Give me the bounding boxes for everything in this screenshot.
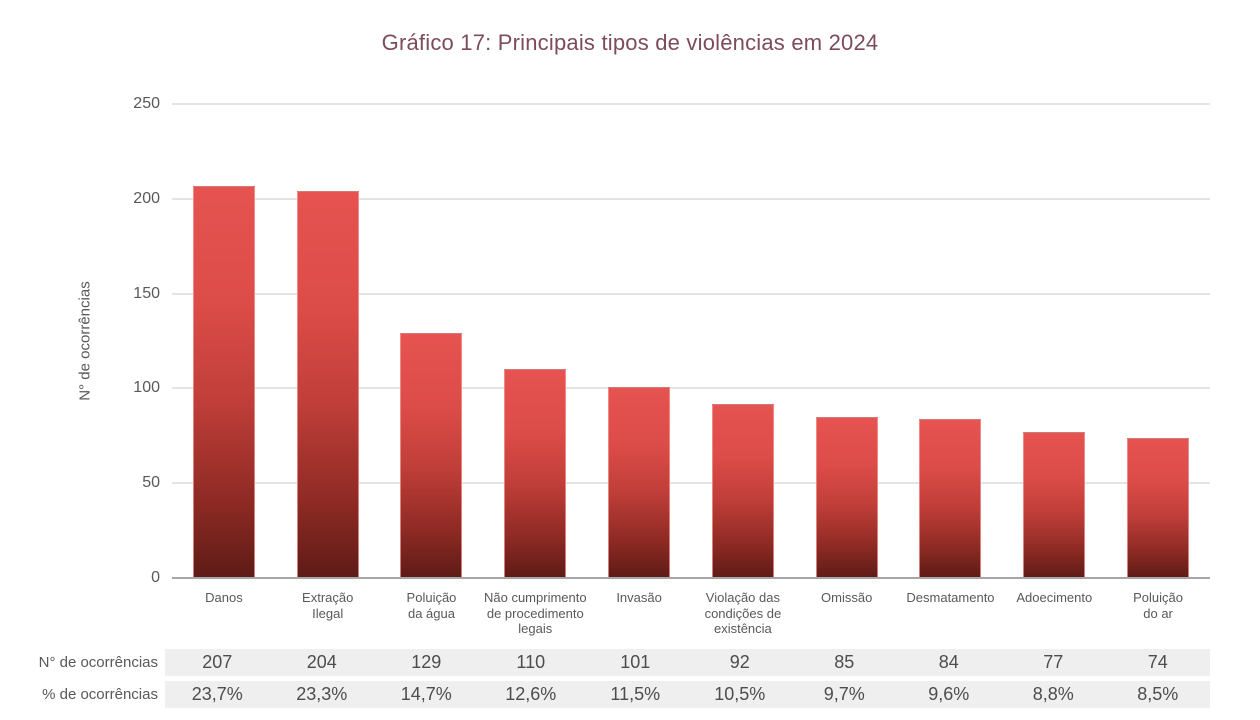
x-axis-line (172, 577, 1210, 579)
table-cell: 11,5% (610, 684, 661, 704)
gridline (172, 387, 1210, 390)
gridline (172, 482, 1210, 485)
bar-column (691, 104, 795, 578)
bar (296, 191, 359, 578)
table-cell: 8,5% (1137, 684, 1179, 704)
gridline (172, 292, 1210, 295)
y-tick-label: 100 (133, 379, 160, 397)
plot-area (172, 103, 1210, 579)
x-category-label: Poluição do ar (1133, 590, 1183, 621)
table-row-label-count: N° de ocorrências (38, 654, 158, 671)
table-cell: 207 (202, 652, 233, 672)
bar (192, 185, 255, 578)
bar-column (795, 104, 899, 578)
bar-column (899, 104, 1003, 578)
x-category-labels: Danos Extração Ilegal Poluição da água Não … (172, 590, 1210, 637)
y-tick-label: 0 (151, 569, 160, 586)
x-category-label: Extração Ilegal (302, 590, 354, 621)
table-cell: 92 (729, 652, 750, 672)
table-cell: 110 (516, 652, 546, 672)
table-cell: 85 (834, 652, 855, 672)
bars-container (172, 104, 1210, 578)
table-cell: 12,6% (505, 684, 557, 704)
bar (711, 403, 774, 578)
table-cell: 9,6% (928, 684, 970, 704)
bar (504, 369, 567, 578)
gridline (172, 197, 1210, 200)
x-category-label: Adoecimento (1016, 590, 1093, 605)
x-category-label: Não cumprimento de procedimento legais (483, 590, 587, 637)
table-row-label-percent: % de ocorrências (42, 686, 158, 703)
x-category-label: Omissão (821, 590, 873, 605)
table-cell: 77 (1043, 652, 1064, 672)
table-cell: 84 (938, 652, 959, 672)
table-cell: 204 (306, 652, 337, 672)
y-tick-label: 50 (142, 474, 160, 492)
bar-column (483, 104, 587, 578)
bar-column (1106, 104, 1210, 578)
bar (608, 386, 671, 578)
table-cell: 23,3% (296, 684, 348, 704)
table-cell: 101 (620, 652, 651, 672)
table-cell: 23,7% (191, 684, 243, 704)
bar-column (172, 104, 276, 578)
bar (1127, 437, 1190, 578)
bar (400, 333, 463, 578)
bar-column (1002, 104, 1106, 578)
y-tick-label: 250 (133, 95, 160, 112)
bar (1023, 432, 1086, 578)
table-cell: 14,7% (400, 684, 452, 704)
bar-column (587, 104, 691, 578)
bar-column (276, 104, 380, 578)
x-category-label: Invasão (616, 590, 662, 605)
table-cell: 8,8% (1032, 684, 1074, 704)
table-cell: 10,5% (714, 684, 766, 704)
y-tick-label: 150 (133, 284, 160, 302)
gridline (172, 103, 1210, 105)
y-tick-label: 200 (133, 189, 160, 207)
chart-title: Gráfico 17: Principais tipos de violênci… (381, 30, 879, 55)
table-row-count: 207 204 129 110 101 92 85 84 77 74 (165, 649, 1210, 676)
bar (919, 418, 982, 578)
x-category-label: Desmatamento (906, 590, 995, 605)
bar (815, 416, 878, 578)
table-cell: 9,7% (823, 684, 865, 704)
table-cell: 74 (1147, 652, 1168, 672)
x-category-label: Poluição da água (406, 590, 457, 621)
x-category-label: Danos (205, 590, 243, 605)
table-cell: 129 (411, 652, 442, 672)
x-category-label: Violação das condições de existência (704, 590, 782, 637)
table-row-percent: 23,7% 23,3% 14,7% 12,6% 11,5% 10,5% 9,7% 9,6% 8,… (165, 681, 1210, 708)
bar-column (380, 104, 484, 578)
